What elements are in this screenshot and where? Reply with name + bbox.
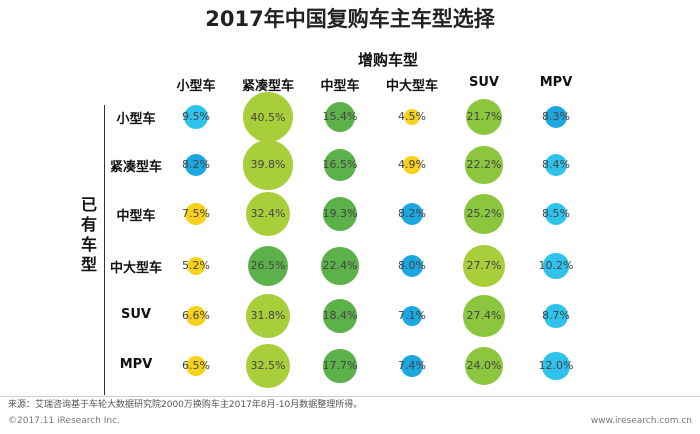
bubble: 7.1%: [398, 305, 426, 327]
source-note: 来源：艾瑞咨询基于车轮大数据研究院2000万换购车主2017年8月-10月数据整…: [8, 400, 363, 410]
bubble-value-label: 4.5%: [398, 110, 426, 124]
column-header: 中型车: [320, 79, 360, 94]
bubble: 27.7%: [463, 245, 505, 287]
bubble-value-label: 16.5%: [322, 158, 358, 172]
row-group-char: 有: [80, 215, 97, 234]
bubble-value-label: 7.4%: [398, 359, 426, 373]
bubble: 32.4%: [245, 191, 291, 237]
bubble: 8.2%: [182, 153, 210, 177]
bubble: 26.5%: [247, 245, 289, 287]
bubble-value-label: 12.0%: [538, 359, 574, 373]
bubble: 12.0%: [539, 352, 573, 380]
column-header: 紧凑型车: [241, 79, 294, 94]
bubble-value-label: 9.5%: [182, 110, 210, 124]
bubble-value-label: 8.2%: [182, 158, 210, 172]
bubble-value-label: 27.4%: [466, 309, 502, 323]
copyright: ©2017.11 iResearch Inc.: [8, 416, 120, 426]
bubble: 17.7%: [322, 349, 358, 383]
bubble: 8.5%: [542, 202, 570, 226]
bubble: 8.7%: [542, 304, 570, 328]
bubble-value-label: 8.7%: [542, 309, 570, 323]
bubble-value-label: 32.4%: [250, 207, 286, 221]
column-header: SUV: [469, 75, 499, 90]
column-header: MPV: [539, 75, 573, 90]
row-header: 中大型车: [109, 261, 162, 276]
bubble-value-label: 7.1%: [398, 309, 426, 323]
bubble: 6.6%: [182, 305, 210, 327]
row-group-label: 已有车型: [79, 195, 99, 275]
bubble-value-label: 39.8%: [250, 158, 286, 172]
bubble: 21.7%: [465, 98, 503, 136]
bubble: 4.9%: [398, 156, 426, 174]
bubble-value-label: 6.5%: [182, 359, 210, 373]
column-group-label: 增购车型: [357, 51, 418, 69]
row-header: 中型车: [116, 209, 156, 224]
bubble: 25.2%: [464, 194, 504, 234]
row-group-char: 车: [80, 235, 97, 254]
bubble-value-label: 18.4%: [322, 309, 358, 323]
chart-title: 2017年中国复购车主车型选择: [205, 7, 495, 31]
row-header: 紧凑型车: [109, 160, 162, 175]
bubble-value-label: 31.8%: [250, 309, 286, 323]
bubble: 8.4%: [542, 153, 570, 177]
column-header: 中大型车: [385, 79, 438, 94]
bubble-value-label: 21.7%: [466, 110, 502, 124]
bubble-value-label: 32.5%: [250, 359, 286, 373]
bubble: 8.2%: [398, 202, 426, 226]
bubble-value-label: 8.0%: [398, 259, 426, 273]
bubble-value-label: 15.4%: [322, 110, 358, 124]
bubble-value-label: 17.7%: [322, 359, 358, 373]
bubble: 39.8%: [243, 140, 293, 190]
footer-divider: [0, 396, 700, 397]
column-header: 小型车: [176, 79, 216, 94]
row-header: SUV: [121, 307, 151, 322]
bubble-value-label: 6.6%: [182, 309, 210, 323]
bubble-value-label: 22.2%: [466, 158, 502, 172]
bubble: 5.2%: [182, 257, 210, 275]
bubble-value-label: 8.2%: [398, 207, 426, 221]
bubble: 8.3%: [542, 105, 570, 129]
row-axis-line: [104, 105, 105, 395]
bubble: 27.4%: [463, 295, 505, 337]
bubble-value-label: 5.2%: [182, 259, 210, 273]
bubble-value-label: 22.4%: [322, 259, 358, 273]
bubble: 10.2%: [539, 253, 573, 279]
bubble-value-label: 4.9%: [398, 158, 426, 172]
bubble: 4.5%: [398, 108, 426, 126]
bubble-value-label: 10.2%: [538, 259, 574, 273]
bubble: 32.5%: [245, 343, 291, 389]
bubble: 8.0%: [398, 254, 426, 278]
bubble: 31.8%: [245, 293, 291, 339]
bubble: 6.5%: [182, 355, 210, 376]
bubble: 7.5%: [182, 203, 210, 225]
bubble-value-label: 26.5%: [250, 259, 286, 273]
row-header: 小型车: [116, 112, 156, 127]
bubble: 7.4%: [398, 355, 426, 377]
bubble-value-label: 27.7%: [466, 259, 502, 273]
bubble: 22.4%: [321, 247, 359, 285]
bubble-value-label: 8.3%: [542, 110, 570, 124]
bubble-value-label: 7.5%: [182, 207, 210, 221]
bubble: 18.4%: [323, 299, 357, 333]
bubble-value-label: 8.4%: [542, 158, 570, 172]
bubble-value-label: 8.5%: [542, 207, 570, 221]
bubble: 19.3%: [322, 196, 358, 232]
bubble: 40.5%: [243, 92, 293, 142]
bubble: 16.5%: [322, 149, 358, 181]
bubble-value-label: 19.3%: [322, 207, 358, 221]
bubble: 9.5%: [182, 104, 210, 130]
row-group-char: 已: [80, 195, 97, 214]
bubble-value-label: 40.5%: [250, 110, 286, 124]
bubble-value-label: 25.2%: [466, 207, 502, 221]
bubble: 22.2%: [465, 146, 503, 184]
row-group-char: 型: [80, 255, 97, 274]
bubble: 15.4%: [322, 101, 358, 133]
website: www.iresearch.com.cn: [590, 416, 692, 426]
bubble-value-label: 24.0%: [466, 359, 502, 373]
bubble: 24.0%: [464, 346, 504, 386]
row-header: MPV: [119, 357, 153, 372]
